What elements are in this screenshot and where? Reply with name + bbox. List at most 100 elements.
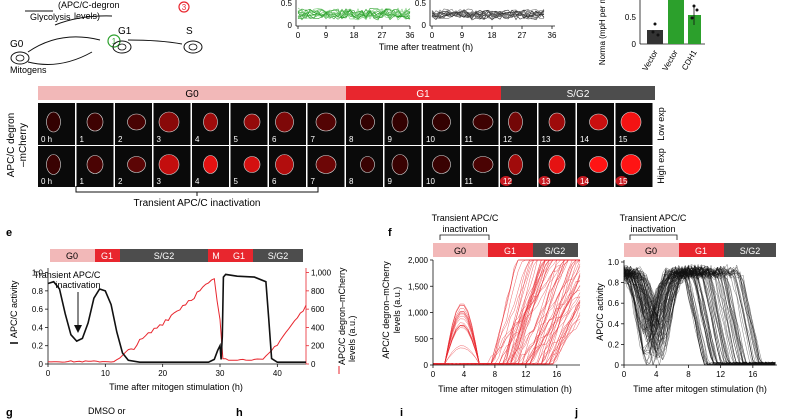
frame-label: 1 [80,177,85,186]
j-trace [623,265,776,366]
top-gray-trace [431,11,545,21]
j-y-tick-label: 0.6 [608,299,620,308]
frame-label: 15 [619,177,628,186]
bar-plot: Norma (mpH per mi 0 0.5 Vector Vector CD… [598,0,705,73]
j-traces [623,263,776,366]
step3-label: 3 [182,3,187,12]
e-ylabel-right-2: levels (a.u.) [347,315,357,362]
bar-vector-2 [668,0,684,44]
phase-bar-g1 [346,86,501,100]
nucleus [508,111,523,133]
e-x-tick-label: 10 [101,369,110,378]
frame-label: 10 [426,135,435,144]
f-title-2: inactivation [442,224,487,234]
f-x-tick-label: 8 [493,370,498,379]
mitogens-label: Mitogens [10,65,47,75]
micro-ylabel-2: –mCherry [18,123,29,167]
top-xtick-label: 9 [460,31,465,40]
e-phase-label-g1b: G1 [233,251,245,261]
f-phase-g0 [433,243,488,257]
f-y-tick-label: 1,500 [408,282,429,291]
f-trace [432,259,580,365]
nucleus [548,112,566,132]
j-phase-g1 [679,243,724,257]
nucleus [508,154,523,175]
j-xlabel: Time after mitogen stimulation (h) [633,384,767,394]
j-x-tick-label: 8 [686,370,691,379]
j-trace [623,266,776,366]
e-phase-sg2 [120,249,208,262]
e-phase-label-m: M [212,251,220,261]
neighbor-cell [577,176,589,186]
frame-label: 11 [465,177,474,186]
nucleus [275,154,294,175]
nucleus [127,156,146,173]
e-left-tick-label: 1.0 [32,269,44,278]
top-plot2-ytick-05: 0.5 [415,0,427,8]
e-left-tick-label: 0.4 [32,323,44,332]
e-phase-sg2b [253,249,303,262]
bracket-label: Transient APC/C inactivation [134,198,261,209]
e-phase-label-sg2: S/G2 [154,251,175,261]
arrow-mitogen [27,51,93,65]
bar-plot-ylabel: Norma (mpH per mi [598,0,607,65]
panel-label-j: j [574,407,578,419]
e-mcherry-trace [47,277,307,363]
frame-label: 5 [234,135,239,144]
e-phase-g1 [95,249,120,262]
f-traces [432,259,581,365]
j-phase-label-sg2: S/G2 [740,246,761,256]
f-phase-label-g1: G1 [504,246,516,256]
frame-label: 3 [157,135,162,144]
e-x-tick-label: 0 [46,369,51,378]
step1-label: 1 [112,37,117,46]
f-phase-label-sg2: S/G2 [545,246,566,256]
frame-label: 7 [311,135,316,144]
nucleus [158,111,180,133]
phase-label-sg2: S/G2 [567,89,590,100]
e-phase-g0 [50,249,95,262]
frame-label: 5 [234,177,239,186]
e-right-tick-label: 800 [311,287,325,296]
top-green-trace [297,8,411,20]
j-x-tick-label: 16 [748,370,757,379]
panel-f: Transient APC/C inactivation G0 G1 S/G2 … [381,213,581,394]
top-line-plots: 0.5 0 0.5 0 0 9 18 27 36 0 9 18 27 36 Time after… [281,0,557,52]
top-plot2-traces [431,8,545,21]
nucleus [360,156,375,173]
e-right-tick-label: 0 [311,360,316,369]
nucleus [275,111,294,133]
nucleus [432,155,451,174]
panel-label-g: g [6,407,13,419]
e-right-tick-label: 600 [311,305,325,314]
s-label: S [186,26,193,37]
e-x-ticks: 0 10 20 30 40 [46,364,282,378]
nucleus [472,156,494,173]
micro-ylabel-1: APC/C degron [6,113,17,177]
f-y-tick-label: 1,000 [408,309,429,318]
j-y-tick-label: 0.2 [608,340,620,349]
frame-label: 6 [272,177,277,186]
top-xtick-label: 27 [518,31,527,40]
e-ylabel-left: APC/C activity [9,280,19,338]
j-x-tick-label: 12 [716,370,725,379]
e-x-tick-label: 30 [216,369,225,378]
frame-label: 15 [619,135,628,144]
f-y-ticks: 0 500 1,000 1,500 2,000 [408,256,433,370]
frame-label: 7 [311,177,316,186]
phase-bar-sg2 [501,86,655,100]
frame-label: 0 h [41,177,52,186]
frame-label: 12 [503,135,512,144]
top-green-trace [297,8,411,19]
top-xtick-label: 27 [378,31,387,40]
e-x-tick-label: 20 [158,369,167,378]
row-label-low: Low exp [656,107,666,141]
panel-label-i: i [400,407,403,419]
bar-cat-vector-1: Vector [641,48,660,72]
panel-label-f: f [388,227,392,239]
j-phase-sg2 [724,243,776,257]
top-plot-ytick-05: 0.5 [281,0,293,8]
bar-vector-1 [647,30,663,44]
phase-bar-g0 [38,86,346,100]
